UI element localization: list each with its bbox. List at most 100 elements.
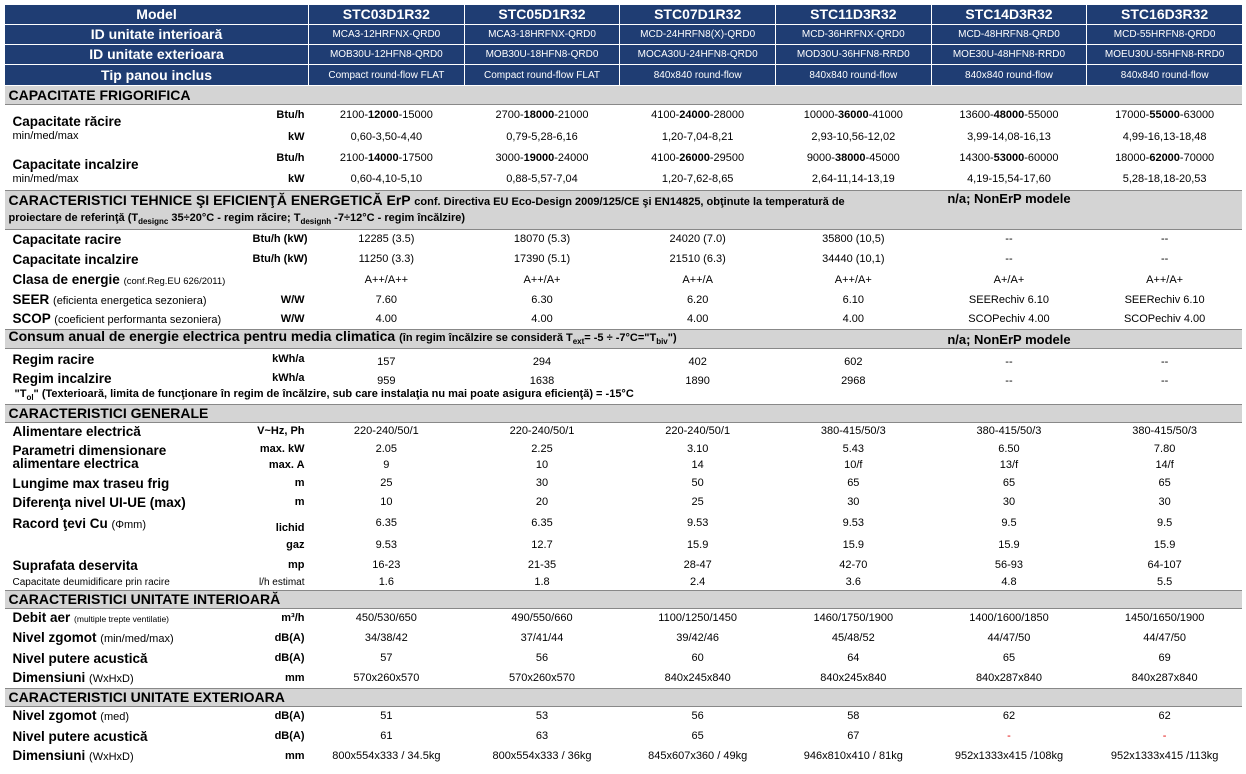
indoor-noise-value: 34/38/42 <box>364 632 408 645</box>
erp-cool-value: -- <box>1160 233 1169 246</box>
seer-value: 6.30 <box>531 294 553 307</box>
btu-nom: 26000 <box>679 152 710 164</box>
outdoor-dimensions-text: Dimensiuni <box>12 748 86 764</box>
energy-class: Clasa de energie (conf.Reg.EU 626/2011) <box>5 270 253 291</box>
unit-label: Btu/h <box>276 109 305 122</box>
erp-cool-value: -- <box>1005 233 1013 246</box>
energy-class-value: A++/A+ <box>1146 273 1184 286</box>
consum-heat-value: 2968 <box>841 374 866 387</box>
btu-value: 13600-48000-55000 <box>931 105 1087 127</box>
airflow-value: 1460/1750/1900 <box>813 612 894 625</box>
kw-value: 2,93-10,56-12,02 <box>811 130 896 143</box>
kw-value: 0,60-4,10-5,10 <box>350 173 423 186</box>
scop-value: SCOPechiv 4.00 <box>1123 313 1206 326</box>
kw-value: 2,64-11,14-13,19 <box>811 173 895 186</box>
erp-heat-value: 17390 (5.1) <box>513 253 571 266</box>
erp-title: CARACTERISTICI TEHNICE ŞI EFICIENŢĂ ENER… <box>8 192 411 208</box>
outdoor-sound-power-value: 63 <box>535 730 549 743</box>
btu-min: 3000- <box>495 152 524 164</box>
subscript: designh <box>300 217 332 227</box>
kw-value: 0,88-5,57-7,04 <box>506 173 578 186</box>
model-value: STC05D1R32 <box>463 4 621 25</box>
btu-value: 2700-18000-21000 <box>464 105 620 127</box>
seer-value: SEERechiv 6.10 <box>1124 294 1205 307</box>
btu-min: 9000- <box>806 152 835 164</box>
indoor-sound-power: Nivel putere acustică <box>5 649 253 669</box>
kw-value: 3,99-14,08-16,13 <box>967 130 1051 143</box>
table-row: Capacitate incalzire min/med/max Btu/h 2100… <box>5 148 1243 185</box>
indoor-noise-text: Nivel zgomot <box>12 630 97 646</box>
kw-value: 1,20-7,04-8,21 <box>661 130 734 143</box>
indoor-id-value: MCD-24HRFN8(X)-QRD0 <box>619 24 776 45</box>
energy-class-text: Clasa de energie <box>12 271 120 287</box>
label-note: (coeficient performanta sezoniera) <box>54 314 222 327</box>
label-note: (min/med/max) <box>100 633 174 646</box>
indoor-dimensions-value: 840x287x840 <box>975 671 1042 684</box>
energy-class-value: A++/A++ <box>364 273 409 286</box>
table-row: Tip panou inclus Compact round-flow FLAT C… <box>3 64 1243 86</box>
outdoor-id-value: MOB30U-12HFN8-QRD0 <box>308 44 465 65</box>
label-note: (med) <box>100 711 130 724</box>
max-kw-value: 7.80 <box>1153 442 1176 455</box>
airflow-value: 490/550/660 <box>511 612 573 625</box>
btu-max: -60000 <box>1024 152 1059 164</box>
gas-value: 15.9 <box>842 539 865 552</box>
dehum-value: 1.6 <box>378 575 394 588</box>
outdoor-noise-value: 56 <box>691 710 704 723</box>
level-diff-text: Diferenţa nivel UI-UE (max) <box>12 495 186 511</box>
seer-value: SEERechiv 6.10 <box>968 294 1050 307</box>
pipe-length-value: 25 <box>380 476 393 489</box>
btu-max: -70000 <box>1179 152 1215 164</box>
erp-cool-value: 12285 (3.5) <box>358 233 415 246</box>
unit-label: max. kW <box>259 442 305 455</box>
panel-type-value: Compact round-flow FLAT <box>463 64 621 86</box>
consum-heat-value: 1638 <box>529 374 555 387</box>
erp-heat: Capacitate incalzire <box>5 250 253 270</box>
outdoor-sound-power-value: 61 <box>380 730 393 743</box>
label-note: (multiple trepte ventilatie) <box>74 614 170 625</box>
btu-min: 2100- <box>339 152 368 164</box>
btu-nom: 14000 <box>367 152 399 164</box>
model-value: STC16D3R32 <box>1086 4 1243 25</box>
outdoor-sound-power-value: 65 <box>691 730 704 743</box>
gas-value: 15.9 <box>686 539 709 552</box>
btu-nom: 53000 <box>993 152 1025 164</box>
dehum-value: 2.4 <box>690 575 706 588</box>
consum-cool-value: 402 <box>688 355 707 368</box>
energy-class-value: A++/A+ <box>834 273 872 286</box>
table-row: Nivel zgomot (min/med/max) dB(A) 34/38/42 3… <box>5 629 1243 649</box>
unit-label: Btu/h (kW) <box>252 253 308 266</box>
table-row: Lungime max traseu frig m 25 30 50 65 65 65 <box>5 474 1243 493</box>
consum-heat-value: 1890 <box>685 374 710 387</box>
max-a-value: 10 <box>535 459 549 472</box>
table-row: Parametri dimensionare alimentare electri… <box>5 441 1243 471</box>
consum-title: Consum anual de energie electrica pentru… <box>8 328 396 345</box>
unit-label: mm <box>284 671 305 684</box>
btu-max: -28000 <box>709 109 745 122</box>
area-served-value: 21-35 <box>527 559 557 572</box>
consum-cool-value: 294 <box>532 355 552 368</box>
table-row: Dimensiuni (WxHxD) mm 570x260x570 570x260x5… <box>5 669 1243 689</box>
unit-label: W/W <box>280 294 305 307</box>
max-a-value: 13/f <box>999 459 1019 472</box>
indoor-sound-power-value: 56 <box>535 652 549 665</box>
pipe-length-value: 65 <box>1158 476 1171 489</box>
indoor-dimensions-value: 570x260x570 <box>353 671 420 684</box>
spec-table-container: Model STC03D1R32 STC05D1R32 STC07D1R32 STC11… <box>3 4 1243 767</box>
level-diff-value: 30 <box>1158 496 1171 509</box>
level-diff-value: 30 <box>1002 496 1016 509</box>
indoor-dimensions-text: Dimensiuni <box>12 669 86 685</box>
max-kw-value: 2.25 <box>531 442 553 455</box>
unit-label: max. A <box>268 459 305 472</box>
unit-label: lichid <box>275 521 305 534</box>
btu-nom: 55000 <box>1149 109 1180 122</box>
table-row: Regim racire kWh/a 157 294 402 602 -- -- <box>5 349 1243 369</box>
consum-heat-value: 959 <box>377 374 396 387</box>
power-supply-value: 380-415/50/3 <box>976 425 1042 438</box>
consum-note-a: (în regim încălzire se consideră T <box>399 332 573 345</box>
btu-nom: 48000 <box>993 109 1025 122</box>
erp-note2a: proiectare de referinţă (T <box>8 212 139 224</box>
unit-label: mm <box>284 750 305 763</box>
label-note: (Φmm) <box>111 518 146 531</box>
panel-type-value: Compact round-flow FLAT <box>308 64 465 86</box>
